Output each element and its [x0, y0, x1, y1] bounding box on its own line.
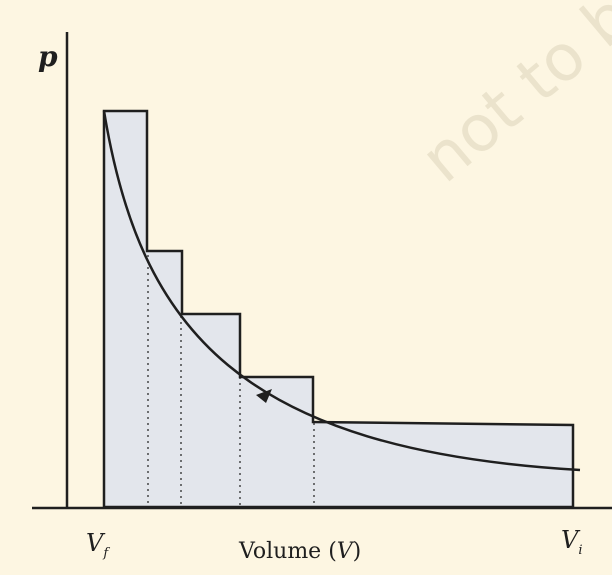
x-axis-label: Volume (V) [238, 539, 361, 564]
tick-label-vf-main: V [86, 529, 106, 557]
x-axis-label-var: V [337, 539, 355, 564]
stepped-area [102, 109, 575, 509]
arrow-head-icon [256, 389, 272, 403]
watermark: not to be [408, 0, 612, 197]
dotted-guides [147, 255, 315, 506]
tick-label-vf: Vf [86, 529, 110, 561]
tick-label-vf-sub: f [102, 546, 110, 561]
tick-label-vi-main: V [561, 526, 581, 554]
tick-label-vi: Vi [561, 526, 583, 558]
tick-label-vi-sub: i [578, 543, 582, 558]
y-axis-label: p [38, 40, 58, 73]
isotherm-curve [102, 110, 581, 472]
x-axis-label-prefix: Volume ( [238, 539, 337, 564]
x-axis-label-suffix: ) [353, 539, 362, 564]
